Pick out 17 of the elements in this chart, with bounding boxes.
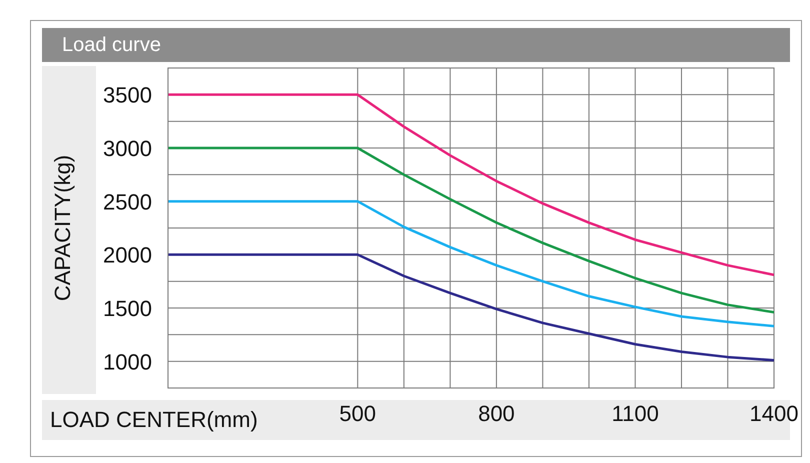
y-tick-label: 2500 (103, 189, 152, 214)
x-tick-label: 1100 (612, 401, 659, 426)
y-tick-label: 3500 (103, 82, 152, 108)
chart-title: Load curve (42, 28, 790, 62)
x-tick-label: 1400 (750, 401, 798, 426)
line-series (168, 200, 774, 328)
y-tick-label: 1000 (103, 349, 152, 374)
y-tick-label: 1500 (103, 296, 152, 321)
y-axis-title: CAPACITY(kg) (50, 154, 75, 302)
x-axis-title: LOAD CENTER(mm) (50, 406, 258, 434)
x-tick-label: 500 (339, 401, 376, 426)
y-tick-label: 2000 (103, 242, 152, 268)
y-tick-label: 3000 (103, 136, 152, 161)
line-series (168, 146, 774, 314)
x-tick-label: 800 (478, 401, 515, 426)
line-series (168, 253, 774, 362)
line-series (168, 93, 774, 276)
